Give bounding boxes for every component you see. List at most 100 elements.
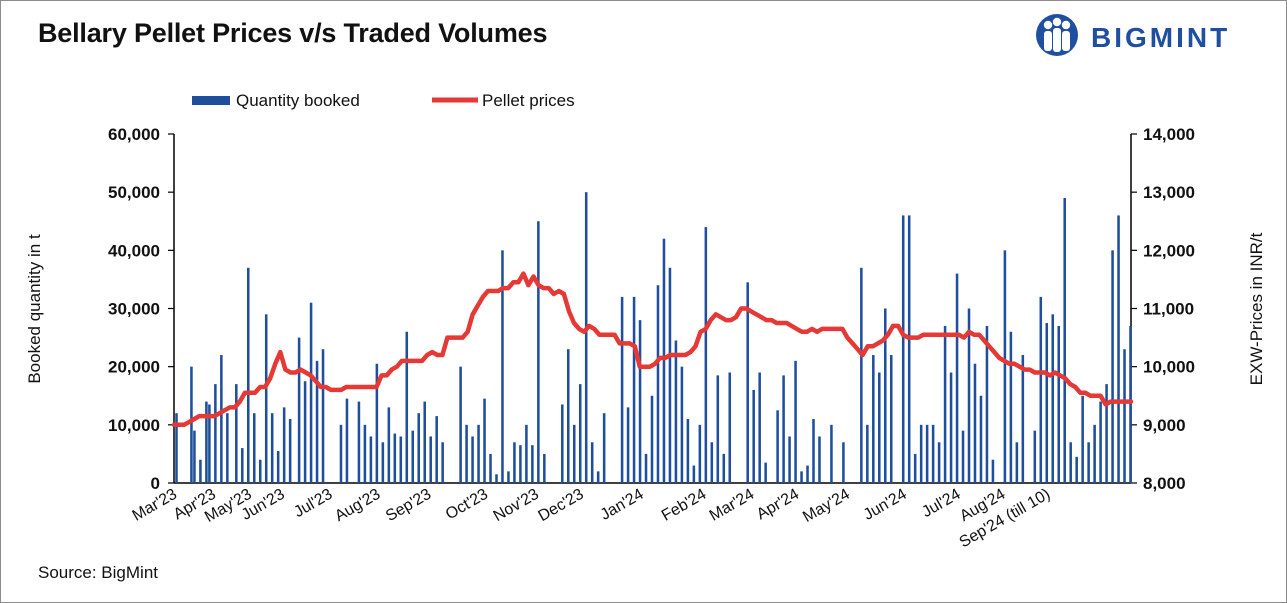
bar — [531, 445, 534, 483]
bar — [1045, 323, 1049, 483]
bar — [411, 430, 415, 483]
bigmint-logo: BIGMINT — [1033, 12, 1273, 58]
bar — [590, 442, 594, 483]
bar — [1093, 424, 1096, 483]
bar — [1129, 325, 1132, 483]
bar — [190, 366, 193, 483]
bar — [282, 407, 286, 483]
bar — [919, 424, 923, 483]
bar — [297, 337, 301, 483]
bar — [357, 401, 361, 483]
bar — [1117, 215, 1120, 483]
bar — [435, 416, 438, 483]
bar — [393, 433, 397, 483]
x-tick-label: Nov'23 — [491, 486, 542, 525]
bar — [800, 471, 803, 483]
bar — [967, 308, 971, 483]
bar — [973, 363, 977, 483]
tick-labels: 0 10,000 20,000 30,000 40,000 50,000 60,000 8,0… — [108, 125, 1195, 551]
bar — [704, 227, 708, 483]
bar — [1099, 401, 1102, 483]
bar — [937, 442, 941, 483]
bar — [602, 413, 606, 483]
bar — [214, 384, 217, 483]
x-tick-label: Aug'23 — [332, 486, 383, 525]
bar — [638, 320, 642, 483]
line-series — [171, 271, 1134, 428]
y-tick-label: 50,000 — [108, 183, 160, 202]
bar — [806, 465, 809, 483]
y2-tick-label: 12,000 — [1143, 241, 1195, 260]
bar — [315, 360, 319, 483]
bar — [489, 453, 492, 483]
bar — [782, 375, 785, 483]
bar — [339, 424, 343, 483]
bar — [668, 267, 672, 483]
legend-line-label: Pellet prices — [482, 91, 575, 110]
bar — [1057, 325, 1061, 483]
bar — [626, 407, 630, 483]
bar — [345, 398, 349, 483]
y-tick-label: 60,000 — [108, 125, 160, 144]
x-tick-label: Oct'23 — [443, 486, 491, 524]
bar — [501, 250, 504, 483]
bar — [758, 372, 761, 483]
bar — [483, 398, 486, 483]
bar — [632, 296, 636, 483]
bar — [830, 424, 833, 483]
bar — [417, 413, 421, 483]
legend-bar-swatch — [192, 96, 230, 105]
bar — [728, 372, 732, 483]
source-note: Source: BigMint — [38, 563, 158, 582]
bar — [961, 430, 965, 483]
bar — [931, 424, 935, 483]
bar — [842, 442, 845, 483]
bar — [405, 331, 409, 483]
bar — [429, 436, 432, 483]
bar — [303, 381, 307, 483]
bar — [584, 192, 588, 483]
bar — [686, 419, 690, 483]
bar — [866, 424, 869, 483]
bar — [423, 401, 426, 483]
x-tick-label: Jun'24 — [861, 486, 910, 524]
bar — [1015, 442, 1019, 483]
bar — [1105, 384, 1108, 483]
bar — [252, 413, 256, 483]
bar — [596, 471, 600, 483]
bar — [907, 215, 911, 483]
bar — [943, 325, 947, 483]
bar — [860, 267, 863, 483]
bar — [1111, 250, 1114, 483]
bar — [710, 442, 714, 483]
bar — [235, 384, 238, 483]
bar — [1009, 331, 1013, 483]
bar — [1051, 314, 1055, 483]
bar — [381, 442, 385, 483]
bar — [465, 424, 468, 483]
x-tick-label: Dec'23 — [536, 486, 587, 525]
y2-tick-label: 8,000 — [1143, 474, 1186, 493]
bar — [309, 302, 313, 483]
bar — [764, 462, 767, 483]
bar — [794, 360, 797, 483]
bar — [507, 471, 510, 483]
y-tick-label: 10,000 — [108, 416, 160, 435]
bar — [205, 401, 208, 483]
bar — [199, 459, 202, 483]
x-tick-label: Feb'24 — [659, 486, 710, 525]
bar — [979, 395, 983, 483]
bar — [441, 442, 444, 483]
legend-bar-label: Quantity booked — [236, 91, 360, 110]
bar — [459, 366, 462, 483]
bar — [226, 413, 229, 483]
bar — [321, 349, 325, 483]
bar — [722, 453, 726, 483]
bar — [471, 436, 474, 483]
bar — [644, 453, 648, 483]
y2-tick-label: 10,000 — [1143, 358, 1195, 377]
x-tick-label: Jan'24 — [598, 486, 647, 524]
bar — [746, 282, 749, 483]
bar — [369, 436, 373, 483]
